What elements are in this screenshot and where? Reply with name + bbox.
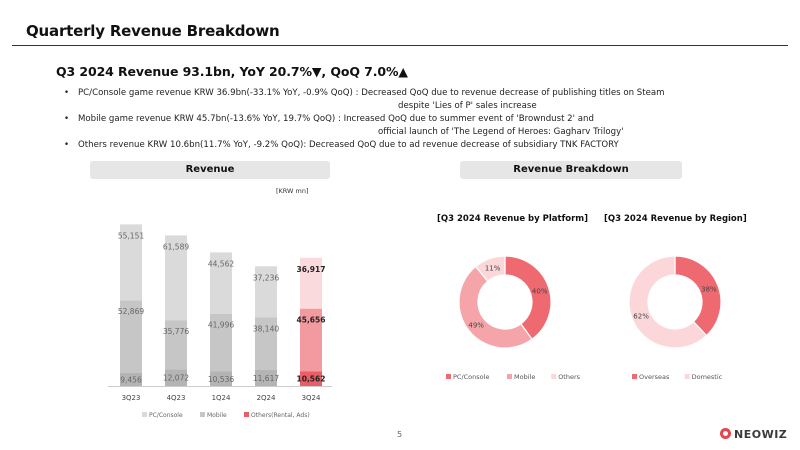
donut-value-label: 49% xyxy=(468,321,484,329)
legend-label-pc-console: PC/Console xyxy=(453,373,489,381)
bar-value-label: 44,562 xyxy=(208,259,234,268)
bullet-list: PC/Console game revenue KRW 36.9bn(-33.1… xyxy=(64,87,784,152)
legend-label-overseas: Overseas xyxy=(639,373,670,381)
donut-value-label: 62% xyxy=(633,312,649,320)
legend-label-pc-console: PC/Console xyxy=(149,412,183,419)
bar-value-label: 11,617 xyxy=(253,374,279,383)
bar-mobile-3q24 xyxy=(300,308,322,372)
bar-value-label: 45,656 xyxy=(297,316,326,325)
breakdown-section-header: Revenue Breakdown xyxy=(460,161,682,179)
bar-value-label: 10,536 xyxy=(208,375,234,384)
bar-value-label: 37,236 xyxy=(253,273,279,282)
bar-value-label: 41,996 xyxy=(208,321,234,330)
donut-slice-domestic xyxy=(628,255,708,349)
region-donut-title: [Q3 2024 Revenue by Region] xyxy=(604,214,747,224)
bullet-text: Others revenue KRW 10.6bn(11.7% YoY, -9.… xyxy=(78,140,619,150)
page-number: 5 xyxy=(397,430,403,439)
page-title: Quarterly Revenue Breakdown xyxy=(26,22,280,40)
company-logo: NEOWIZ xyxy=(720,428,787,441)
bar-mobile-3q23 xyxy=(120,300,142,373)
legend-label-domestic: Domestic xyxy=(692,373,723,381)
logo-icon xyxy=(720,428,731,439)
bar-pc-console-1q24 xyxy=(210,252,232,314)
bar-value-label: 55,151 xyxy=(118,231,144,240)
bar-mobile-2q24 xyxy=(255,317,277,371)
legend-label-others-rental-ads: Others(Rental, Ads) xyxy=(251,412,310,419)
revenue-stacked-bar-chart: 9,456 52,869 55,151 3Q23 12,072 35,776 61,589 4… xyxy=(108,224,332,419)
x-tick-label: 1Q24 xyxy=(212,394,231,402)
bar-mobile-4q23 xyxy=(165,320,187,370)
legend-swatch-pc-console xyxy=(446,374,451,379)
legend-swatch-others-rental-ads xyxy=(244,412,249,417)
bar-value-label: 36,917 xyxy=(297,265,326,274)
legend-swatch-mobile xyxy=(200,412,205,417)
legend-swatch-others xyxy=(551,374,557,379)
legend-label-mobile: Mobile xyxy=(207,412,227,419)
donut-value-label: 11% xyxy=(485,265,501,273)
logo-text: NEOWIZ xyxy=(734,428,788,441)
bar-pc-console-2q24 xyxy=(255,266,277,318)
x-tick-label: 2Q24 xyxy=(257,394,276,402)
bullet-mobile: Mobile game revenue KRW 45.7bn(-13.6% Yo… xyxy=(64,113,784,139)
donut-slice-pc-console xyxy=(504,255,552,341)
bullet-others: Others revenue KRW 10.6bn(11.7% YoY, -9.… xyxy=(64,139,784,152)
donut-slice-overseas xyxy=(674,255,722,337)
bar-value-label: 9,456 xyxy=(120,375,142,384)
headline: Q3 2024 Revenue 93.1bn, YoY 20.7%▼, QoQ … xyxy=(56,64,408,79)
legend-swatch-mobile xyxy=(507,374,512,379)
region-donut-chart: 38% 62% Overseas Domestic xyxy=(628,255,723,381)
bar-value-label: 35,776 xyxy=(163,327,189,336)
legend-swatch-overseas xyxy=(632,374,637,379)
bar-others-rental-ads-3q24 xyxy=(300,371,322,386)
bullet-text: PC/Console game revenue KRW 36.9bn(-33.1… xyxy=(78,88,665,98)
legend-swatch-domestic xyxy=(684,374,690,379)
bar-others-rental-ads-2q24 xyxy=(255,370,277,386)
legend-label-mobile: Mobile xyxy=(514,373,535,381)
x-tick-label: 3Q23 xyxy=(122,394,141,402)
bullet-continuation: official launch of 'The Legend of Heroes… xyxy=(378,127,624,137)
bar-others-rental-ads-1q24 xyxy=(210,371,232,386)
platform-donut-chart: 40% 49% 11% PC/Console Mobile Others xyxy=(446,255,581,381)
bar-value-label: 10,562 xyxy=(297,375,326,384)
bar-others-rental-ads-3q23 xyxy=(120,372,142,386)
legend-swatch-pc-console xyxy=(142,412,147,417)
title-divider xyxy=(12,45,788,46)
bullet-continuation: despite 'Lies of P' sales increase xyxy=(398,101,537,111)
bar-value-label: 61,589 xyxy=(163,242,189,251)
donut-slice-others xyxy=(474,255,506,283)
bar-pc-console-3q23 xyxy=(120,224,142,301)
unit-label: [KRW mn] xyxy=(276,187,309,195)
bar-pc-console-4q23 xyxy=(165,235,187,321)
bar-pc-console-3q24 xyxy=(300,257,322,309)
bullet-pc-console: PC/Console game revenue KRW 36.9bn(-33.1… xyxy=(64,87,784,113)
platform-donut-title: [Q3 2024 Revenue by Platform] xyxy=(437,214,589,224)
bar-value-label: 38,140 xyxy=(253,325,279,334)
legend-label-others: Others xyxy=(558,373,580,381)
bar-mobile-1q24 xyxy=(210,313,232,372)
bar-value-label: 52,869 xyxy=(118,307,144,316)
bar-value-label: 12,072 xyxy=(163,374,189,383)
x-tick-label: 4Q23 xyxy=(167,394,186,402)
bar-others-rental-ads-4q23 xyxy=(165,369,187,386)
donut-value-label: 40% xyxy=(532,288,548,296)
revenue-section-header: Revenue xyxy=(90,161,330,179)
donut-slice-mobile xyxy=(458,265,533,349)
bullet-text: Mobile game revenue KRW 45.7bn(-13.6% Yo… xyxy=(78,114,594,124)
donut-value-label: 38% xyxy=(701,286,717,294)
x-tick-label: 3Q24 xyxy=(302,394,321,402)
